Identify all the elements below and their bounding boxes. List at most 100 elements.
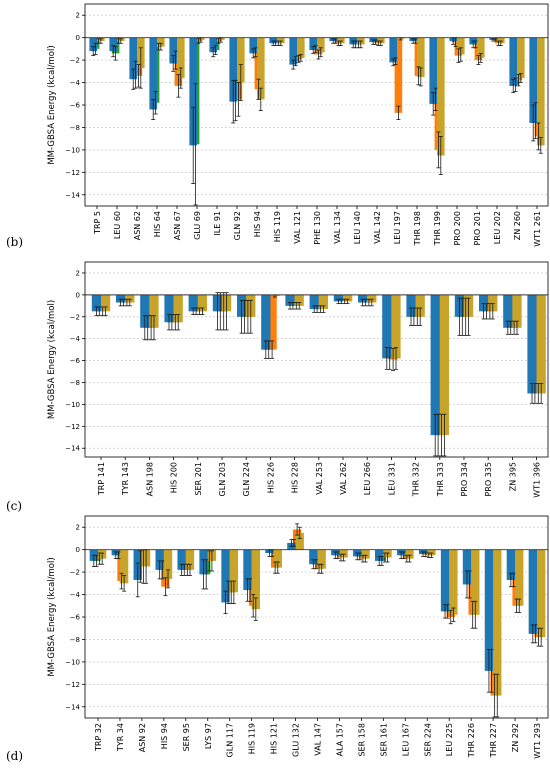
bar-gold <box>457 37 465 55</box>
y-tick-label: −14 <box>65 703 80 711</box>
x-tick-label: WT1 293 <box>533 723 542 759</box>
bar-gold <box>317 549 326 569</box>
y-tick-label: −8 <box>70 379 80 387</box>
bar-blue <box>309 37 317 51</box>
y-tick-label: 2 <box>76 12 80 20</box>
y-tick-label: 0 <box>76 291 80 299</box>
bar-blue <box>285 294 295 306</box>
x-tick-label: ASN 62 <box>133 211 142 240</box>
y-tick-label: −14 <box>65 191 80 199</box>
bar-gold <box>337 37 345 44</box>
x-tick-label: THR 226 <box>467 723 476 758</box>
bar-gold <box>377 37 385 44</box>
panel-label: (d) <box>6 749 23 763</box>
x-tick-label: PRO 200 <box>453 211 462 246</box>
x-tick-label: ASN 92 <box>138 723 147 752</box>
bar-blue <box>269 37 277 44</box>
bar-gold <box>251 549 260 610</box>
bar-blue <box>221 549 230 603</box>
plot-frame <box>84 515 549 719</box>
x-tick-label: ASN 198 <box>145 462 154 496</box>
bar-blue <box>309 549 318 565</box>
bar-gold <box>101 294 111 312</box>
bar-blue <box>479 294 489 312</box>
bar-gold <box>512 294 522 328</box>
y-tick-label: −12 <box>65 681 80 689</box>
x-tick-label: WT1 396 <box>533 462 542 498</box>
y-tick-label: −2 <box>70 57 80 65</box>
bar-gold <box>119 549 129 584</box>
x-tick-label: THR 199 <box>433 211 442 246</box>
bar-gold <box>163 549 173 579</box>
y-axis-label: MM-GBSA Energy (kcal/mol) <box>47 557 57 676</box>
bar-gold <box>257 37 265 100</box>
x-tick-label: LEU 167 <box>401 723 410 756</box>
y-tick-label: −4 <box>70 79 81 87</box>
y-tick-label: −14 <box>65 445 80 453</box>
bar-blue <box>89 37 97 52</box>
x-tick-label: GLN 92 <box>233 211 242 240</box>
bar-blue <box>116 294 126 303</box>
x-tick-label: HIS 121 <box>270 723 279 754</box>
plot-frame <box>84 3 549 207</box>
bar-gold <box>343 294 353 302</box>
bar-blue <box>462 549 472 585</box>
bar-gold <box>149 294 159 328</box>
x-tick-label: VAL 147 <box>314 723 323 756</box>
bar-gold <box>517 37 525 79</box>
bar-group <box>89 523 546 718</box>
y-tick-label: 0 <box>76 34 80 42</box>
bar-gold <box>173 294 183 323</box>
x-tick-label: GLU 69 <box>193 211 202 240</box>
bar-orange <box>267 294 277 350</box>
x-tick-label: TYR 143 <box>121 462 130 496</box>
bar-blue <box>91 294 101 312</box>
bar-gold <box>497 37 505 44</box>
bar-blue <box>529 37 537 123</box>
bar-blue <box>209 37 217 53</box>
bar-gold <box>125 294 135 303</box>
x-tick-label: HIS 119 <box>273 211 282 242</box>
bar-blue <box>358 294 368 303</box>
x-tick-label: HIS 119 <box>248 723 257 754</box>
bar-gold <box>515 549 524 606</box>
x-tick-label: ZN 260 <box>513 211 522 240</box>
bar-blue <box>169 37 177 64</box>
x-tick-label: TYR 34 <box>116 723 125 752</box>
bar-blue <box>164 294 174 323</box>
y-tick-label: −6 <box>70 614 81 622</box>
bar-group <box>89 37 545 206</box>
y-tick-label: −10 <box>65 401 80 409</box>
x-tick-label: ILE 91 <box>213 211 222 236</box>
bar-blue <box>309 294 319 310</box>
x-tick-label: LEU 266 <box>363 462 372 495</box>
bar-blue <box>140 294 150 328</box>
x-tick-label: HIS 94 <box>160 723 169 749</box>
bar-blue <box>177 549 186 570</box>
bar-gold <box>417 37 425 77</box>
x-tick-label: VAL 134 <box>333 211 342 244</box>
x-tick-label: HIS 226 <box>266 462 275 493</box>
bar-blue <box>382 294 392 359</box>
x-tick-label: GLU 132 <box>292 723 301 757</box>
x-tick-label: GLN 117 <box>226 723 235 757</box>
y-tick-label: −2 <box>70 569 80 577</box>
bar-gold <box>177 37 185 79</box>
bar-orange <box>394 37 403 113</box>
x-tick-label: ZN 395 <box>508 462 517 491</box>
x-tick-label: THR 333 <box>436 462 445 497</box>
x-tick-label: VAL 253 <box>315 462 324 495</box>
bar-blue <box>261 294 271 350</box>
bar-gold <box>537 549 546 638</box>
x-tick-label: SER 158 <box>357 723 366 757</box>
x-tick-label: VAL 262 <box>339 462 348 495</box>
bar-gold <box>297 37 305 58</box>
x-tick-label: TRP 5 <box>93 211 102 235</box>
chart-panel: 2 0 −2 −4 −6 −8 −10 −12 −14 TRP 5 LEU 60 ASN 62 HIS … <box>6 3 549 249</box>
bar-blue <box>430 294 440 436</box>
bar-blue <box>509 37 517 86</box>
x-tick-label: THR 332 <box>412 462 421 497</box>
plot-frame <box>84 261 549 458</box>
bar-blue <box>129 37 137 80</box>
